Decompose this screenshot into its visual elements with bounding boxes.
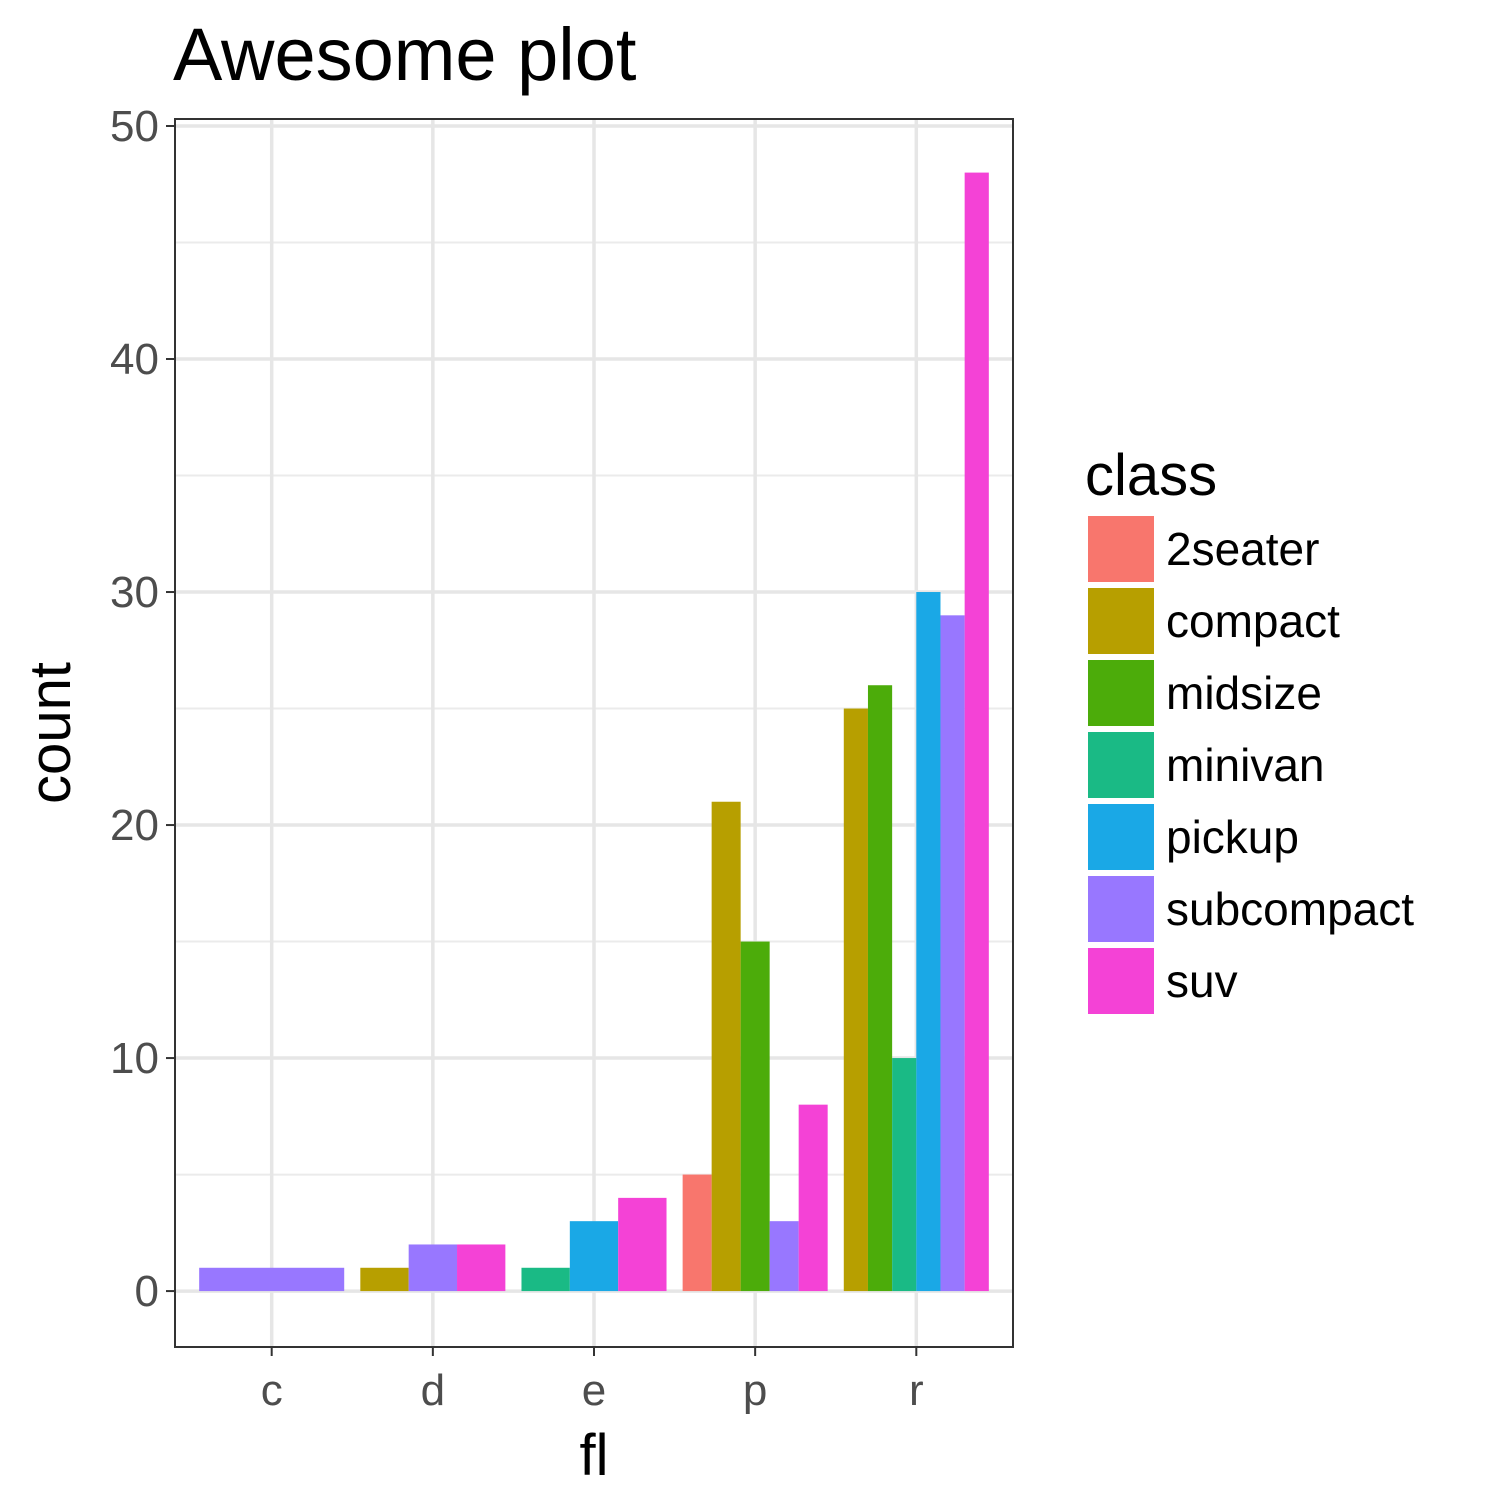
x-tick-label: p xyxy=(743,1366,767,1415)
legend: class 2seater compact midsize minivan pickup… xyxy=(1085,443,1414,1014)
legend-key-compact xyxy=(1088,588,1154,654)
bar-e-suv xyxy=(618,1197,667,1292)
y-tick-label: 0 xyxy=(135,1267,159,1316)
bar-r-midsize xyxy=(867,685,893,1292)
bar-e-minivan xyxy=(521,1267,570,1292)
bar-r-pickup xyxy=(916,592,941,1292)
legend-label-minivan: minivan xyxy=(1166,739,1325,791)
bar-r-compact xyxy=(843,708,868,1292)
bar-r-subcompact xyxy=(940,615,965,1292)
legend-key-pickup xyxy=(1088,804,1154,870)
legend-label-subcompact: subcompact xyxy=(1166,883,1414,935)
legend-label-2seater: 2seater xyxy=(1166,523,1319,575)
legend-label-suv: suv xyxy=(1166,955,1238,1007)
legend-label-pickup: pickup xyxy=(1166,811,1299,863)
bar-d-suv xyxy=(457,1244,506,1292)
legend-key-minivan xyxy=(1088,732,1154,798)
bar-r-minivan xyxy=(892,1058,917,1292)
x-tick-label: r xyxy=(909,1366,924,1415)
bar-c-subcompact xyxy=(199,1267,345,1292)
legend-label-midsize: midsize xyxy=(1166,667,1322,719)
legend-key-midsize xyxy=(1088,660,1154,726)
x-tick-label: c xyxy=(261,1366,283,1415)
bar-p-subcompact xyxy=(769,1221,799,1292)
y-tick-label: 10 xyxy=(110,1034,159,1083)
y-tick-label: 40 xyxy=(110,335,159,384)
legend-key-suv xyxy=(1088,948,1154,1014)
axis-ticks: 0 10 20 30 40 50 c d e p r xyxy=(110,102,924,1415)
bar-p-2seater xyxy=(682,1174,712,1292)
y-tick-label: 50 xyxy=(110,102,159,151)
chart-title: Awesome plot xyxy=(173,13,637,96)
legend-key-subcompact xyxy=(1088,876,1154,942)
legend-title: class xyxy=(1085,443,1217,508)
bar-d-subcompact xyxy=(408,1244,458,1292)
legend-key-2seater xyxy=(1088,516,1154,582)
bar-e-pickup xyxy=(569,1221,619,1292)
y-tick-label: 20 xyxy=(110,801,159,850)
bar-d-compact xyxy=(360,1267,409,1292)
x-tick-label: d xyxy=(421,1366,445,1415)
x-axis-title: fl xyxy=(580,1423,609,1488)
legend-label-compact: compact xyxy=(1166,595,1340,647)
bar-r-suv xyxy=(964,172,989,1292)
x-tick-label: e xyxy=(582,1366,606,1415)
bar-p-compact xyxy=(711,801,741,1292)
bar-p-suv xyxy=(798,1104,828,1292)
y-axis-title: count xyxy=(18,662,83,804)
y-tick-label: 30 xyxy=(110,568,159,617)
bars xyxy=(199,172,989,1292)
bar-p-midsize xyxy=(740,941,770,1292)
